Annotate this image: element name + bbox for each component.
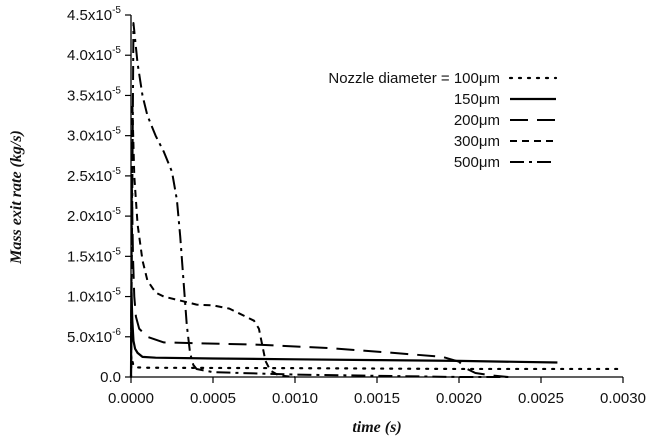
y-tick-label: 3.5x10-5 [67, 85, 121, 104]
y-tick-label: 0.0 [100, 369, 121, 386]
x-tick-label: 0.0025 [518, 390, 564, 407]
x-tick-label: 0.0030 [600, 390, 646, 407]
x-tick-label: 0.0000 [108, 390, 154, 407]
series-line-500-m [130, 22, 509, 378]
x-axis-title: time (s) [352, 419, 401, 436]
y-tick-label: 1.0x10-5 [67, 287, 121, 306]
x-tick-label: 0.0010 [272, 390, 318, 407]
x-tick-label: 0.0005 [190, 390, 236, 407]
legend-label: 150μm [454, 91, 500, 108]
legend-label: 300μm [454, 133, 500, 150]
legend-label: Nozzle diameter = 100μm [328, 70, 500, 87]
y-tick-label: 5.0x10-6 [67, 327, 121, 346]
legend-label: 200μm [454, 112, 500, 129]
y-tick-label: 1.5x10-5 [67, 246, 121, 265]
series-line-200-m [130, 182, 509, 378]
x-tick-label: 0.0015 [354, 390, 400, 407]
tick-marks: 0.0000 0.0005 0.0010 0.0015 0.0020 0.0025 0.00… [67, 5, 646, 407]
legend: Nozzle diameter = 100μm 150μm 200μm 300μm 50… [328, 70, 558, 171]
y-tick-label: 3.0x10-5 [67, 126, 121, 145]
legend-label: 500μm [454, 154, 500, 171]
x-tick-label: 0.0020 [436, 390, 482, 407]
y-tick-label: 2.0x10-5 [67, 206, 121, 225]
y-tick-label: 4.0x10-5 [67, 45, 121, 64]
y-tick-label: 2.5x10-5 [67, 166, 121, 185]
series-line-300-m [130, 102, 296, 378]
series-lines [129, 22, 625, 379]
y-axis-title: Mass exit rate (kg/s) [8, 130, 25, 265]
y-tick-label: 4.5x10-5 [67, 5, 121, 24]
